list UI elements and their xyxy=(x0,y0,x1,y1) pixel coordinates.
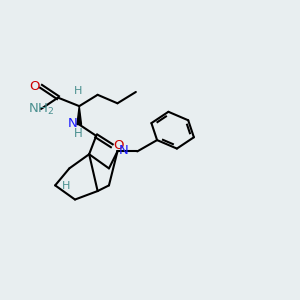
Text: H: H xyxy=(74,86,82,96)
Text: O: O xyxy=(113,139,124,152)
Text: N: N xyxy=(68,117,78,130)
Text: N: N xyxy=(119,143,129,157)
Polygon shape xyxy=(77,106,82,124)
Text: NH$_2$: NH$_2$ xyxy=(28,101,54,116)
Text: H: H xyxy=(62,181,71,191)
Text: H: H xyxy=(74,127,82,140)
Text: O: O xyxy=(29,80,40,93)
